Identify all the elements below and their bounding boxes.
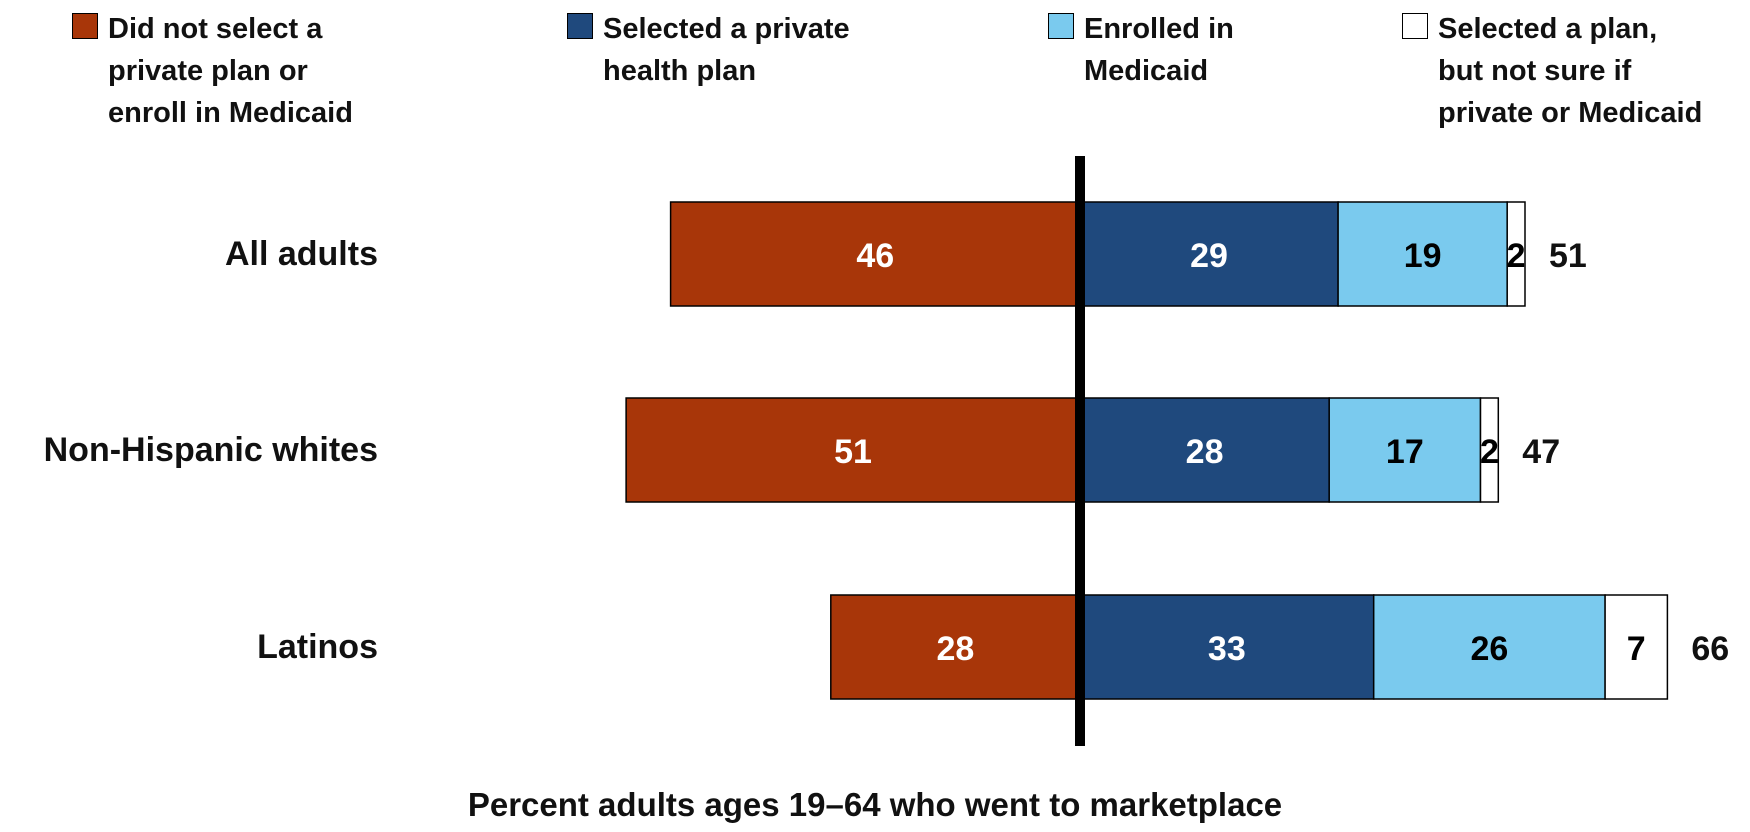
zero-axis-line <box>1075 156 1085 746</box>
legend-item-not-sure: Selected a plan, but not sure if private… <box>1402 8 1702 134</box>
category-label-all-adults: All adults <box>225 235 378 273</box>
data-label-selected-a-private-health-plan-non-hispanic-whites: 28 <box>1186 433 1224 471</box>
bar-enrolled-in-medicaid-non-hispanic-whites <box>1328 397 1482 503</box>
legend-swatch-not-sure <box>1402 13 1428 39</box>
bar-selected-a-private-health-plan-latinos <box>1079 594 1375 700</box>
bar-did-not-select-a-private-plan-or-enroll-in-medicaid-latinos <box>830 594 1081 700</box>
legend-label-private-plan: Selected a private health plan <box>603 13 850 87</box>
legend-swatch-medicaid <box>1048 13 1074 39</box>
data-label-did-not-select-a-private-plan-or-enroll-in-medicaid-non-hispanic-whites: 51 <box>834 433 872 471</box>
total-label-latinos: 66 <box>1691 630 1729 668</box>
legend-item-did-not-select: Did not select a private plan or enroll … <box>72 8 353 134</box>
data-label-selected-a-plan-but-not-sure-if-private-or-medicaid-latinos: 7 <box>1627 630 1646 668</box>
category-label-non-hispanic-whites: Non-Hispanic whites <box>44 431 378 469</box>
total-label-non-hispanic-whites: 47 <box>1522 433 1560 471</box>
data-label-enrolled-in-medicaid-latinos: 26 <box>1470 630 1508 668</box>
data-label-enrolled-in-medicaid-all-adults: 19 <box>1404 237 1442 275</box>
legend-label-medicaid: Enrolled in Medicaid <box>1084 13 1234 87</box>
legend-item-medicaid: Enrolled in Medicaid <box>1048 8 1234 92</box>
category-label-latinos: Latinos <box>257 628 378 666</box>
bar-selected-a-plan-but-not-sure-if-private-or-medicaid-all-adults <box>1506 201 1526 307</box>
x-axis-label: Percent adults ages 19–64 who went to ma… <box>467 786 1283 823</box>
legend-label-not-sure: Selected a plan, but not sure if private… <box>1438 13 1703 129</box>
legend-label-did-not-select: Did not select a private plan or enroll … <box>108 13 353 129</box>
data-label-selected-a-plan-but-not-sure-if-private-or-medicaid-all-adults: 2 <box>1507 237 1526 275</box>
bar-selected-a-private-health-plan-non-hispanic-whites <box>1079 397 1330 503</box>
bar-selected-a-plan-but-not-sure-if-private-or-medicaid-non-hispanic-whites <box>1479 397 1500 503</box>
legend-item-private-plan: Selected a private health plan <box>567 8 850 92</box>
data-label-enrolled-in-medicaid-non-hispanic-whites: 17 <box>1386 433 1424 471</box>
bar-did-not-select-a-private-plan-or-enroll-in-medicaid-all-adults <box>669 201 1081 307</box>
legend-swatch-did-not-select <box>72 13 98 39</box>
bar-enrolled-in-medicaid-latinos <box>1372 594 1606 700</box>
data-label-selected-a-plan-but-not-sure-if-private-or-medicaid-non-hispanic-whites: 2 <box>1480 433 1499 471</box>
data-label-selected-a-private-health-plan-latinos: 33 <box>1208 630 1246 668</box>
total-label-all-adults: 51 <box>1549 237 1587 275</box>
data-label-did-not-select-a-private-plan-or-enroll-in-medicaid-latinos: 28 <box>936 630 974 668</box>
bar-enrolled-in-medicaid-all-adults <box>1337 201 1508 307</box>
bar-did-not-select-a-private-plan-or-enroll-in-medicaid-non-hispanic-whites <box>625 397 1081 503</box>
bar-selected-a-plan-but-not-sure-if-private-or-medicaid-latinos <box>1604 594 1669 700</box>
data-label-selected-a-private-health-plan-all-adults: 29 <box>1190 237 1228 275</box>
legend-swatch-private-plan <box>567 13 593 39</box>
data-label-did-not-select-a-private-plan-or-enroll-in-medicaid-all-adults: 46 <box>856 237 894 275</box>
